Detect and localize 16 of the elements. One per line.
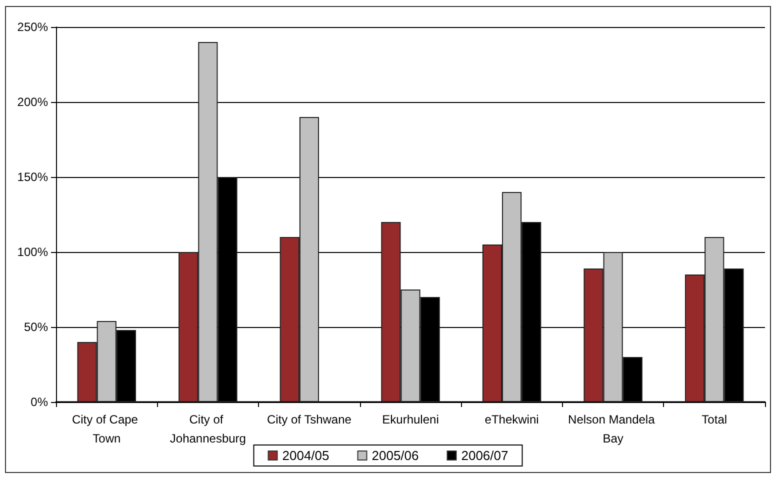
legend-label: 2004/05 (282, 448, 330, 463)
x-tick-label: eThekwini (484, 412, 539, 426)
x-tick-label: Total (702, 412, 728, 426)
y-tick-label: 0% (30, 395, 48, 409)
y-tick-label: 200% (17, 95, 48, 109)
y-tick-label: 250% (17, 20, 48, 34)
x-tick-label: City of Tshwane (266, 412, 352, 426)
y-tick-label: 50% (24, 320, 48, 334)
x-tick-label: Nelson Mandela Bay (568, 412, 658, 446)
x-tick-label: Ekurhuleni (382, 412, 439, 426)
y-tick-label: 150% (17, 170, 48, 184)
legend-label: 2005/06 (372, 448, 419, 463)
x-tick-label: City of Johannesburg (170, 412, 246, 446)
y-tick-label: 100% (17, 245, 48, 259)
x-tick-label: City of Cape Town (72, 412, 142, 446)
legend-label: 2006/07 (461, 448, 508, 463)
